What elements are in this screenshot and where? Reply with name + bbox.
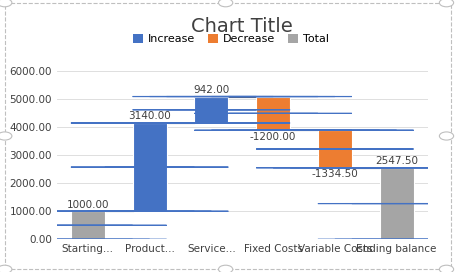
Title: Chart Title: Chart Title	[191, 17, 293, 36]
Text: 942.00: 942.00	[193, 85, 229, 95]
Bar	[318, 130, 352, 168]
Text: 1000.00: 1000.00	[66, 200, 109, 209]
Bar	[71, 211, 105, 239]
Text: 2547.50: 2547.50	[375, 156, 418, 166]
Bar	[133, 123, 167, 211]
Text: -1200.00: -1200.00	[250, 132, 296, 142]
Text: -1334.50: -1334.50	[312, 169, 358, 180]
Legend: Increase, Decrease, Total: Increase, Decrease, Total	[129, 29, 333, 48]
Text: 3140.00: 3140.00	[128, 111, 171, 121]
Bar	[194, 97, 228, 123]
Bar	[256, 97, 290, 130]
Bar	[380, 168, 414, 239]
